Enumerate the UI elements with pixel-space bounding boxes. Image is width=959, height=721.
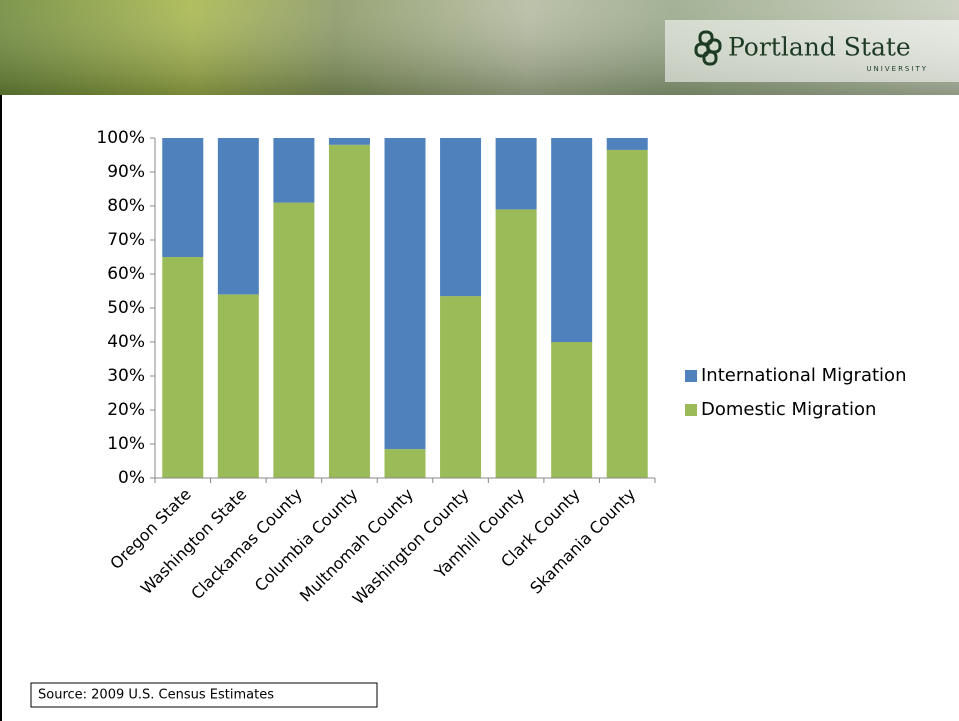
y-tick-label: 0% <box>118 468 145 488</box>
bar-segment <box>606 138 648 150</box>
bar-segment <box>384 138 426 450</box>
logo-sub: UNIVERSITY <box>866 65 928 73</box>
bar-segment <box>162 138 204 257</box>
y-tick-label: 10% <box>107 434 145 454</box>
bar-segment <box>495 138 537 210</box>
y-tick-label: 80% <box>107 196 145 216</box>
y-tick-label: 90% <box>107 162 145 182</box>
chart: 0%10%20%30%40%50%60%70%80%90%100%Oregon … <box>96 128 906 608</box>
bar-segment <box>273 138 315 203</box>
y-tick-label: 100% <box>96 128 145 148</box>
logo-icon <box>694 30 722 66</box>
logo-name: Portland State <box>728 33 911 62</box>
y-tick-label: 30% <box>107 366 145 386</box>
x-tick-label: Columbia County <box>251 485 362 596</box>
bar-segment <box>495 209 537 478</box>
y-tick-label: 40% <box>107 332 145 352</box>
legend-swatch <box>685 370 697 382</box>
legend-label: Domestic Migration <box>701 399 876 420</box>
bar-segment <box>440 296 482 478</box>
y-tick-label: 50% <box>107 298 145 318</box>
legend-label: International Migration <box>701 365 906 386</box>
x-tick-label: Skamania County <box>526 485 639 598</box>
y-tick-label: 60% <box>107 264 145 284</box>
bar-segment <box>217 138 259 295</box>
bar-segment <box>440 138 482 297</box>
y-tick-label: 70% <box>107 230 145 250</box>
bar-segment <box>328 144 370 479</box>
legend-swatch <box>685 404 697 416</box>
bar-segment <box>162 257 204 478</box>
source-box <box>30 682 378 708</box>
y-tick-label: 20% <box>107 400 145 420</box>
source-note: Source: 2009 U.S. Census Estimates <box>38 688 274 703</box>
bar-segment <box>328 138 370 145</box>
bar-segment <box>384 449 426 478</box>
bar-segment <box>551 138 593 342</box>
x-tick-label: Washington State <box>137 485 250 598</box>
bar-segment <box>606 149 648 478</box>
bar-segment <box>551 342 593 478</box>
bar-segment <box>273 202 315 478</box>
bar-segment <box>217 294 259 478</box>
